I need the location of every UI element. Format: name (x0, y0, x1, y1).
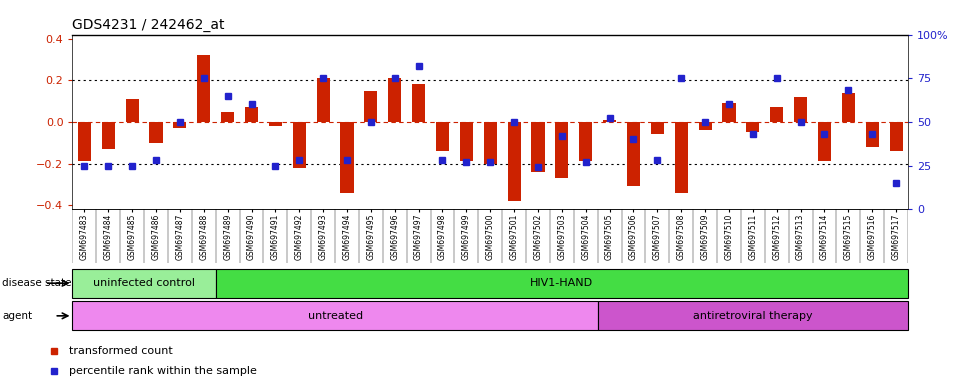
Bar (72, 269, 215, 298)
Bar (555, 122, 568, 178)
Bar (221, 111, 234, 122)
Bar (436, 122, 449, 151)
Bar (674, 122, 688, 193)
Bar (78, 122, 91, 161)
Bar (531, 122, 545, 172)
Bar (197, 55, 211, 122)
Bar (507, 122, 521, 201)
Bar (215, 269, 908, 298)
Bar (890, 122, 902, 151)
Bar (747, 122, 759, 132)
Bar (580, 122, 592, 161)
Text: transformed count: transformed count (69, 346, 172, 356)
Bar (794, 97, 808, 122)
Bar (866, 122, 879, 147)
Bar (723, 103, 735, 122)
Bar (150, 122, 162, 143)
Bar (364, 91, 378, 122)
Text: disease state: disease state (2, 278, 71, 288)
Bar (126, 99, 139, 122)
Bar (818, 122, 831, 161)
Bar (72, 301, 598, 330)
Text: percentile rank within the sample: percentile rank within the sample (69, 366, 256, 376)
Bar (460, 122, 473, 161)
Text: untreated: untreated (307, 311, 362, 321)
Bar (841, 93, 855, 122)
Bar (293, 122, 306, 168)
Bar (340, 122, 354, 193)
Text: uninfected control: uninfected control (93, 278, 195, 288)
Bar (269, 122, 282, 126)
Text: antiretroviral therapy: antiretroviral therapy (693, 311, 812, 321)
Bar (698, 122, 712, 130)
Bar (627, 122, 640, 186)
Bar (101, 122, 115, 149)
Bar (651, 122, 664, 134)
Bar (412, 84, 425, 122)
Bar (245, 108, 258, 122)
Bar (173, 122, 186, 128)
Bar (770, 108, 783, 122)
Text: GDS4231 / 242462_at: GDS4231 / 242462_at (72, 18, 225, 32)
Bar (603, 120, 616, 122)
Text: agent: agent (2, 311, 32, 321)
Bar (598, 301, 908, 330)
Bar (484, 122, 497, 164)
Bar (317, 78, 329, 122)
Text: HIV1-HAND: HIV1-HAND (530, 278, 593, 288)
Bar (388, 78, 401, 122)
